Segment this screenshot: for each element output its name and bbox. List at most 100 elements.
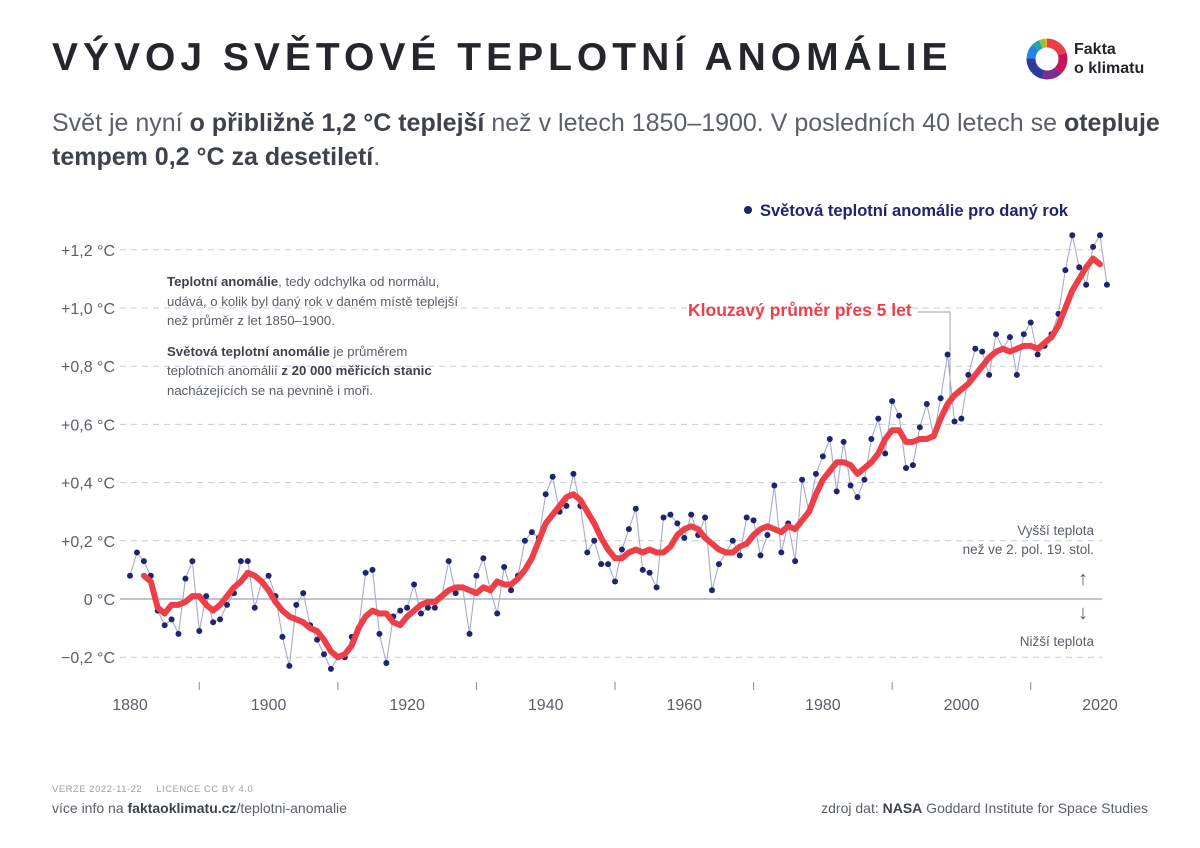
annual-anomaly-line — [129, 233, 1108, 671]
annual-anomaly-point — [327, 665, 334, 672]
annual-anomaly-point — [1020, 331, 1027, 338]
y-tick-label: +0,6 °C — [61, 417, 115, 434]
annual-anomaly-point — [972, 345, 979, 352]
annual-anomaly-point — [431, 604, 438, 611]
annual-anomaly-point — [286, 662, 293, 669]
annual-anomaly-point — [688, 511, 695, 518]
annual-anomaly-point — [224, 601, 230, 608]
annual-anomaly-point — [189, 558, 196, 565]
annual-anomaly-point — [570, 470, 577, 477]
note-text-3: nacházejících se na pevnině i moři. — [167, 382, 373, 398]
annual-anomaly-point — [812, 470, 819, 477]
x-tick-label: 1980 — [805, 697, 841, 714]
annual-anomaly-point — [903, 465, 909, 472]
annual-anomaly-point — [210, 619, 217, 626]
annual-anomaly-point — [944, 351, 951, 358]
annual-anomaly-point — [681, 534, 688, 541]
brand-logo[interactable]: Fakta o klimatu — [1024, 36, 1154, 84]
info-prefix: více info na — [52, 800, 128, 816]
higher-line-1: Vyšší teplota — [1017, 523, 1094, 538]
subtitle-bold-1: o přibližně 1,2 °C teplejší — [189, 109, 485, 137]
annual-anomaly-point — [300, 590, 307, 597]
note-text-1: , tedy odchylka od normálu, udává, o kol… — [167, 274, 459, 328]
annual-anomaly-point — [1027, 319, 1034, 326]
annual-anomaly-point — [937, 395, 944, 402]
moving-average-line — [140, 255, 1103, 661]
annual-anomaly-point — [1006, 334, 1013, 341]
arrow-up-icon: ↑ — [1078, 568, 1088, 590]
annual-anomaly-point — [840, 438, 847, 445]
subtitle: Svět je nyní o přibližně 1,2 °C teplejší… — [52, 106, 1162, 174]
annual-anomaly-point — [882, 450, 889, 457]
annual-anomaly-point — [480, 555, 487, 562]
higher-line-2: než ve 2. pol. 19. stol. — [962, 542, 1094, 557]
x-tick-label: 1960 — [666, 697, 702, 714]
info-link-path[interactable]: /teplotni-anomalie — [236, 800, 347, 816]
annual-anomaly-point — [702, 514, 709, 521]
annual-anomaly-point — [909, 462, 916, 469]
annual-anomaly-point — [237, 558, 244, 565]
lower-label: Nižší teplota — [1019, 634, 1094, 649]
subtitle-part-2: než v letech 1850–1900. V posledních 40 … — [484, 109, 1064, 137]
annual-anomaly-point — [584, 549, 591, 556]
annual-anomaly-point — [799, 476, 806, 483]
annual-anomaly-point — [521, 537, 528, 544]
annual-anomaly-point — [279, 633, 286, 640]
x-tick-label: 1920 — [389, 697, 425, 714]
annual-anomaly-point — [715, 561, 722, 568]
annual-anomaly-point — [729, 537, 736, 544]
annual-anomaly-point — [1090, 243, 1097, 250]
annual-anomaly-point — [833, 488, 840, 495]
annual-anomaly-point — [1013, 371, 1020, 378]
annual-anomaly-point — [986, 371, 993, 378]
note-bold-2: Světová teplotní anomálie — [167, 343, 330, 359]
annual-anomaly-point — [362, 569, 369, 576]
annual-anomaly-point — [743, 514, 750, 521]
annual-anomaly-point — [979, 348, 986, 355]
annual-anomaly-point — [625, 526, 632, 533]
annual-anomaly-point — [1103, 281, 1110, 288]
annual-anomaly-point — [203, 593, 210, 600]
annual-anomaly-point — [889, 398, 896, 405]
annual-anomaly-point — [424, 604, 431, 611]
annual-anomaly-point — [127, 572, 133, 579]
y-tick-label: +0,8 °C — [61, 359, 115, 376]
note-paragraph-1: Teplotní anomálie, tedy odchylka od norm… — [167, 272, 467, 331]
annual-anomaly-point — [965, 371, 972, 378]
annual-anomaly-point — [140, 558, 147, 565]
annual-anomaly-point — [161, 622, 168, 629]
annual-anomaly-point — [875, 415, 882, 422]
logo-ring-icon — [1026, 38, 1068, 80]
annual-anomaly-point — [646, 569, 653, 576]
subtitle-bold-2: otepluje tempem 0,2 °C za desetiletí — [52, 109, 1160, 171]
legend-annual-anomaly: Světová teplotní anomálie pro daný rok — [744, 202, 1068, 221]
x-tick-label: 2000 — [944, 697, 980, 714]
annual-anomaly-point — [819, 453, 826, 460]
annual-anomaly-point — [244, 558, 251, 565]
arrow-down-icon: ↓ — [1078, 602, 1088, 624]
y-tick-label: +1,2 °C — [61, 243, 115, 260]
page-title: VÝVOJ SVĚTOVÉ TEPLOTNÍ ANOMÁLIE — [52, 36, 953, 79]
annual-anomaly-point — [1083, 281, 1090, 288]
annual-anomaly-point — [660, 514, 667, 521]
note-bold-3: z 20 000 měřicích stanic — [281, 363, 432, 378]
annual-anomaly-point — [501, 563, 508, 570]
annual-anomaly-point — [632, 505, 639, 512]
info-link-domain[interactable]: faktaoklimatu.cz — [127, 800, 237, 816]
license-label: LICENCE CC BY 4.0 — [156, 784, 254, 795]
annual-anomaly-point — [653, 584, 660, 591]
annual-anomaly-point — [598, 561, 605, 568]
annual-anomaly-point — [369, 566, 376, 573]
moving-average-callout-line — [918, 311, 951, 410]
annual-anomaly-point — [764, 531, 771, 538]
annual-anomaly-point — [847, 482, 854, 489]
annual-anomaly-point — [494, 610, 501, 617]
source-bold: NASA — [882, 800, 923, 816]
note-text-2: je průměrem teplotních anomálií — [167, 343, 408, 379]
annual-anomaly-point — [196, 628, 203, 635]
annual-anomaly-point — [709, 587, 715, 594]
y-tick-label: 0 °C — [84, 592, 115, 609]
x-tick-label: 1940 — [528, 697, 564, 714]
annual-anomaly-point — [508, 587, 515, 594]
footer-info: více info na faktaoklimatu.cz/teplotni-a… — [52, 800, 347, 816]
